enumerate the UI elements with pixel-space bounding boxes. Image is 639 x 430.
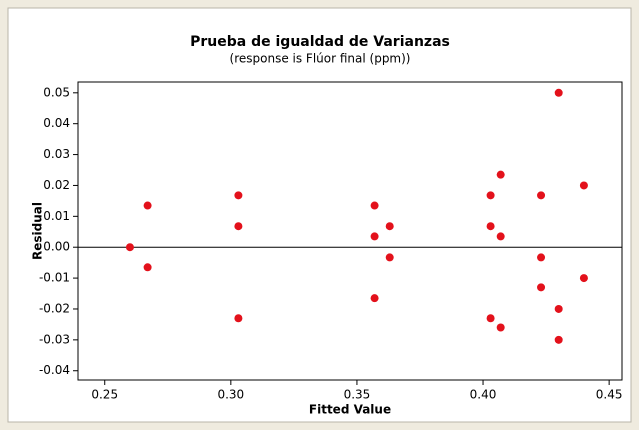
point	[537, 253, 546, 262]
point	[486, 314, 495, 323]
y-tick-label: 0.03	[43, 147, 70, 161]
point	[370, 294, 379, 303]
y-tick-label: -0.03	[39, 332, 70, 346]
plot-area	[77, 81, 623, 381]
point	[486, 222, 495, 231]
point	[537, 191, 546, 200]
y-axis-label: Residual	[31, 202, 45, 260]
point	[234, 222, 243, 231]
y-tick-label: 0.01	[43, 209, 70, 223]
x-tick-label: 0.25	[91, 388, 118, 402]
y-tick-label: 0.04	[43, 116, 70, 130]
point	[554, 88, 563, 97]
point	[554, 335, 563, 344]
y-tick-label: -0.02	[39, 301, 70, 315]
point	[370, 232, 379, 241]
y-tick-label: 0.05	[43, 85, 70, 99]
chart-subtitle: (response is Flúor final (ppm))	[230, 52, 411, 66]
point	[370, 201, 379, 210]
chart-title: Prueba de igualdad de Varianzas	[190, 34, 450, 50]
x-tick-label: 0.35	[344, 388, 371, 402]
point	[385, 222, 394, 231]
point	[537, 283, 546, 292]
point	[496, 170, 505, 179]
point	[234, 314, 243, 323]
point	[496, 232, 505, 241]
x-axis-label: Fitted Value	[309, 403, 391, 417]
y-tick-label: 0.00	[43, 240, 70, 254]
point	[579, 181, 588, 190]
point	[143, 263, 152, 272]
y-tick-label: 0.02	[43, 178, 70, 192]
x-tick-label: 0.30	[217, 388, 244, 402]
x-tick-label: 0.45	[596, 388, 623, 402]
x-tick-label: 0.40	[470, 388, 497, 402]
point	[234, 191, 243, 200]
point	[486, 191, 495, 200]
y-tick-label: -0.01	[39, 271, 70, 285]
point	[125, 243, 134, 252]
y-tick-label: -0.04	[39, 363, 70, 377]
point	[496, 323, 505, 332]
point	[143, 201, 152, 210]
point	[554, 304, 563, 313]
point	[579, 274, 588, 283]
point	[385, 253, 394, 262]
